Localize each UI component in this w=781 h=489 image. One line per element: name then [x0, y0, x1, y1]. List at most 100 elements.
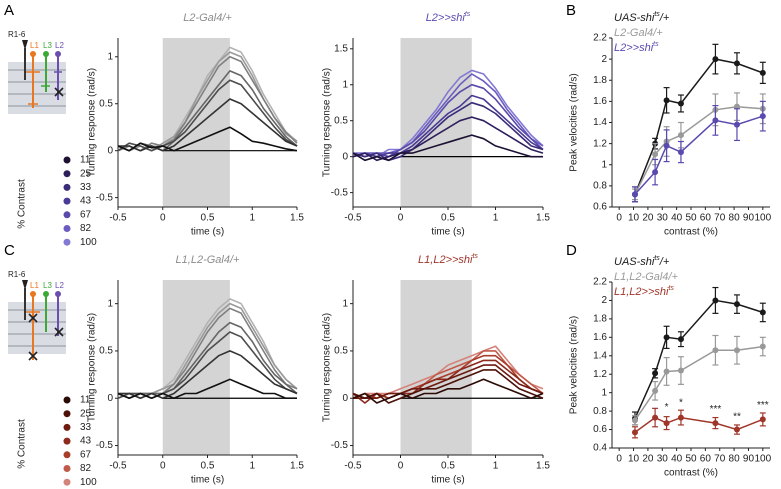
y-axis-label: Turning response (rad/s)	[87, 313, 98, 422]
y-tick-label: -0.5	[331, 440, 349, 451]
legend-label-text: /+	[659, 256, 670, 268]
data-point	[712, 297, 719, 304]
data-point	[631, 429, 638, 436]
legend-swatch	[63, 465, 71, 472]
response-trace	[352, 378, 544, 404]
y-tick-label: 1	[601, 387, 607, 398]
response-trace	[117, 70, 298, 152]
x-tick-label: 10	[628, 454, 640, 465]
x-tick-label: 100	[754, 454, 771, 465]
x-tick-label: 40	[671, 213, 683, 224]
response-trace	[117, 378, 297, 399]
y-tick-label: 0.5	[99, 98, 113, 109]
y-axis-label: Turning response (rad/s)	[322, 68, 333, 177]
significance-label: *	[665, 402, 669, 413]
x-tick-label: 1	[249, 461, 255, 472]
x-tick-label: -0.5	[344, 213, 362, 224]
chart-title-sup: ts	[472, 253, 478, 260]
significance-label: *	[679, 397, 683, 408]
legend-label: L1,L2>>shits	[614, 285, 674, 298]
data-point	[663, 142, 670, 149]
y-tick-label: -0.5	[331, 187, 349, 198]
y-axis-label: Turning response (rad/s)	[87, 68, 98, 177]
chart-title: L1,L2>>shits	[418, 253, 478, 266]
y-tick-label: 0.5	[99, 346, 113, 357]
legend-label-text: L1,L2>>shi	[614, 286, 669, 298]
y-axis-label: Peak velocities (rad/s)	[569, 73, 580, 171]
legend-label: L1,L2-Gal4/+	[614, 271, 678, 283]
y-tick-label: 0.5	[334, 346, 348, 357]
diagram-label: R1-6	[8, 270, 26, 279]
y-tick-label: 1.5	[334, 43, 348, 54]
data-point	[652, 387, 659, 394]
series-line	[634, 345, 763, 421]
legend-label-text: UAS-shi	[614, 12, 655, 24]
data-point	[759, 69, 766, 76]
data-point	[663, 420, 670, 427]
legend-label-text: UAS-shi	[614, 256, 655, 268]
data-point	[733, 301, 740, 308]
data-point	[631, 191, 638, 198]
stimulus-shade	[162, 280, 230, 455]
x-tick-label: 40	[671, 454, 683, 465]
y-tick-label: 0.6	[593, 202, 607, 213]
data-point	[652, 169, 659, 176]
y-tick-label: 2	[601, 54, 607, 65]
legend-label: 11	[80, 395, 91, 406]
diagram-label: L1	[30, 281, 39, 290]
data-point	[677, 132, 684, 139]
response-trace	[117, 79, 298, 152]
response-trace	[352, 345, 544, 399]
legend-swatch	[63, 238, 71, 246]
y-tick-label: 1	[342, 79, 348, 90]
y-tick-label: -0.5	[96, 440, 114, 451]
diagram-label: L2	[55, 41, 64, 50]
data-point	[712, 420, 719, 427]
x-tick-label: 60	[700, 213, 712, 224]
x-tick-label: 20	[642, 454, 654, 465]
x-tick-label: -0.5	[109, 213, 127, 224]
legend-swatch	[63, 197, 71, 205]
circuit-diagram: R1-6 L1 L3 L2	[8, 30, 66, 114]
response-trace	[352, 116, 544, 162]
x-axis-label: time (s)	[431, 227, 464, 238]
legend-swatch	[63, 437, 71, 445]
data-point	[663, 334, 670, 341]
y-tick-label: 0	[342, 393, 348, 404]
chart-title-text: L1,L2>>shi	[418, 254, 473, 266]
y-tick-label: 1.2	[593, 138, 607, 149]
data-point	[712, 347, 719, 354]
legend-label: UAS-shits/+	[614, 11, 670, 24]
significance-label: **	[733, 411, 741, 422]
x-tick-label: 10	[628, 213, 640, 224]
y-tick-label: 1	[601, 159, 607, 170]
stimulus-shade	[400, 280, 472, 455]
legend-swatch	[63, 170, 71, 178]
x-tick-label: 1.5	[536, 213, 550, 224]
legend-title: % Contrast	[17, 419, 28, 469]
legend-label: L2>>shits	[614, 41, 659, 54]
legend-label-text: L2-Gal4/+	[614, 27, 663, 39]
x-tick-label: 100	[754, 213, 771, 224]
legend-swatch	[63, 183, 71, 191]
x-tick-label: 1	[249, 213, 255, 224]
data-point	[677, 367, 684, 374]
x-tick-label: 70	[714, 454, 726, 465]
x-axis-label: contrast (%)	[664, 468, 718, 479]
series-line	[634, 105, 763, 195]
legend-label-sup: ts	[654, 11, 660, 18]
x-tick-label: 1	[493, 213, 499, 224]
x-tick-label: 90	[743, 213, 755, 224]
data-point	[652, 370, 659, 377]
x-axis-label: time (s)	[431, 475, 464, 486]
legend-title: % Contrast	[17, 179, 28, 229]
y-tick-label: 1.2	[593, 369, 607, 380]
panel-label: D	[566, 242, 577, 259]
x-tick-label: 0	[616, 213, 622, 224]
diagram-label: R1-6	[8, 30, 26, 39]
y-tick-label: 1	[107, 51, 113, 62]
y-axis-label: Peak velocities (rad/s)	[569, 316, 580, 414]
data-point	[733, 426, 740, 433]
legend-swatch	[63, 478, 71, 486]
